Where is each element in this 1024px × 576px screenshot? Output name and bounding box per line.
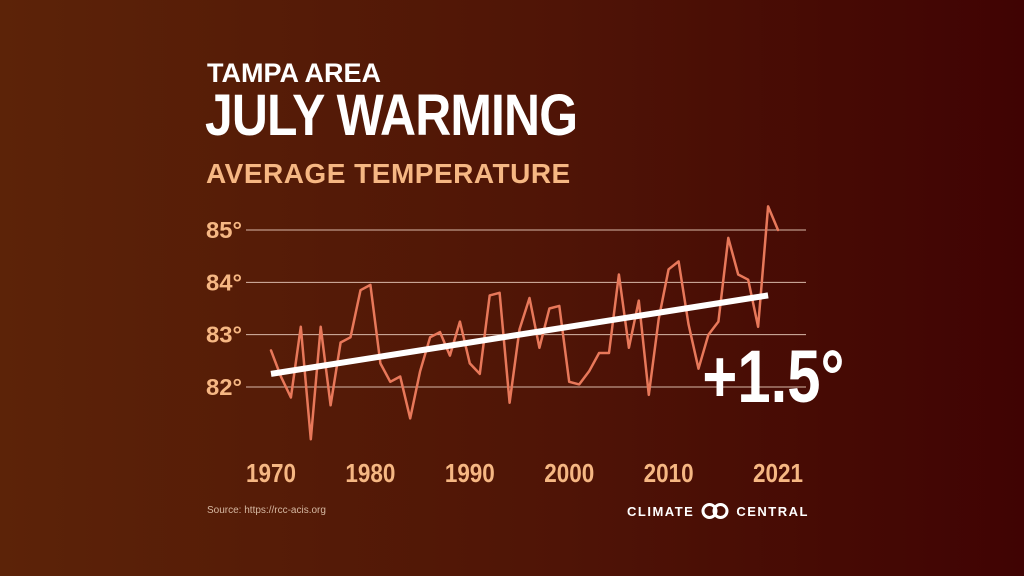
annotation-layer: +1.5° xyxy=(702,335,844,418)
grid-lines xyxy=(246,229,806,388)
trend-annotation: +1.5° xyxy=(702,335,844,418)
y-tick-label: 84° xyxy=(206,269,242,295)
x-tick-label: 1990 xyxy=(445,458,495,488)
x-tick-label: 2010 xyxy=(644,458,694,488)
trend-line xyxy=(270,292,769,377)
climate-central-logo: CLIMATE CENTRAL xyxy=(627,501,809,521)
brand-left-text: CLIMATE xyxy=(627,503,695,519)
chart-title: JULY WARMING xyxy=(205,83,578,148)
rings-icon xyxy=(701,503,729,519)
brand-right-text: CENTRAL xyxy=(736,503,809,519)
source-note: Source: https://rcc-acis.org xyxy=(207,505,326,516)
chart-subtitle: TAMPA AREA xyxy=(207,58,381,88)
y-tick-label: 82° xyxy=(206,374,242,400)
metric-label: AVERAGE TEMPERATURE xyxy=(206,158,571,189)
y-tick-label: 85° xyxy=(206,217,242,243)
x-tick-label: 2021 xyxy=(753,458,803,488)
temperature-line xyxy=(269,205,780,441)
x-tick-label: 1980 xyxy=(345,458,395,488)
series-layer xyxy=(269,205,780,441)
x-tick-label: 1970 xyxy=(246,458,296,488)
x-axis-ticks: 1970 1980 1990 2000 2010 2021 xyxy=(246,458,803,488)
x-tick-label: 2000 xyxy=(544,458,594,488)
y-tick-label: 83° xyxy=(206,322,242,348)
y-axis-ticks: 82° 83° 84° 85° xyxy=(206,217,242,400)
